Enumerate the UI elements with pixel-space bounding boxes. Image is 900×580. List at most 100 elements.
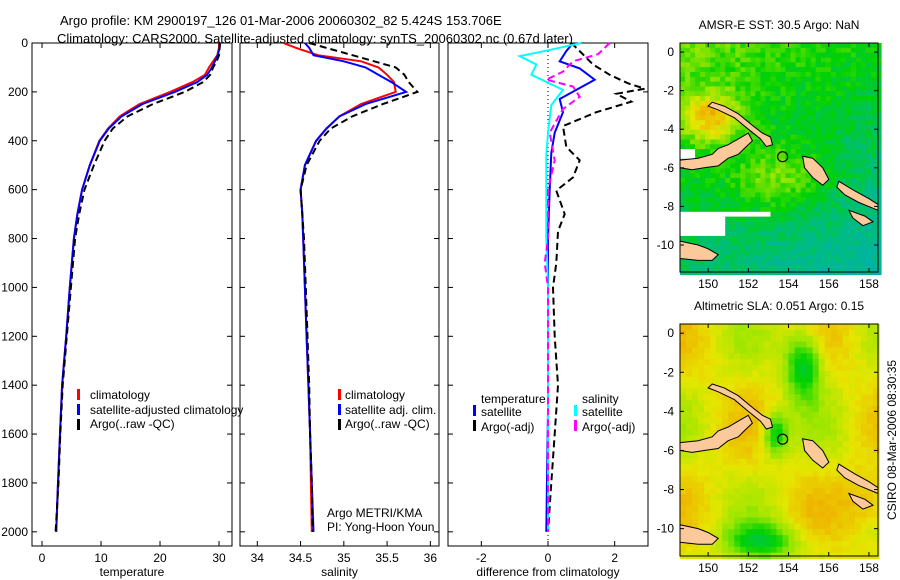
map-cell <box>755 52 761 58</box>
map-cell <box>865 226 872 232</box>
map-cell <box>760 255 766 261</box>
map-cell <box>850 182 857 189</box>
map-cell <box>705 211 711 218</box>
map-cell <box>782 546 790 554</box>
map-cell <box>876 158 882 165</box>
map-cell <box>815 158 822 165</box>
map-cell <box>735 173 741 179</box>
map-cell <box>725 139 731 145</box>
map-cell <box>842 529 850 536</box>
map-cell <box>680 347 687 354</box>
y-tick-label: -2 <box>663 365 674 379</box>
map-cell <box>716 464 723 472</box>
map-cell <box>850 163 857 169</box>
legend-label: satellite adj. clim. <box>345 403 436 417</box>
map-cell <box>765 163 771 169</box>
map-cell <box>750 139 756 145</box>
map-cell <box>840 211 847 218</box>
map-cell <box>800 207 807 213</box>
map-cell <box>800 81 807 87</box>
map-cell <box>785 221 792 227</box>
map-cell <box>866 488 874 495</box>
x-tick-label: 20 <box>153 551 167 565</box>
map-cell <box>685 100 691 107</box>
map-cell <box>785 67 792 73</box>
map-cell <box>818 499 826 507</box>
map-cell <box>775 182 782 189</box>
map-cell <box>800 324 808 331</box>
map-cell <box>752 335 759 343</box>
map-cell <box>824 359 832 366</box>
map-cell <box>800 394 808 401</box>
map-cell <box>770 192 777 198</box>
map-cell <box>755 158 761 165</box>
map-cell <box>855 144 862 150</box>
map-cell <box>782 406 790 413</box>
map-cell <box>776 482 784 489</box>
map-cell <box>810 178 817 184</box>
map-cell <box>795 149 802 155</box>
map-cell <box>825 144 832 150</box>
map-cell <box>794 499 802 507</box>
map-cell <box>752 365 759 372</box>
map-cell <box>685 52 691 58</box>
map-cell <box>715 207 721 213</box>
map-cell <box>710 341 717 349</box>
map-cell <box>845 81 852 87</box>
map-cell <box>836 453 844 460</box>
map-cell <box>740 231 746 237</box>
map-cell <box>680 153 686 160</box>
map-cell <box>820 264 827 271</box>
map-cell <box>770 86 777 92</box>
map-cell <box>725 129 731 136</box>
map-cell <box>842 365 850 372</box>
map-cell <box>866 376 874 384</box>
x-axis-label: difference from climatology <box>476 565 619 579</box>
map-cell <box>800 447 808 454</box>
map-cell <box>848 406 856 413</box>
map-cell <box>825 245 832 251</box>
map-cell <box>680 62 686 68</box>
map-cell <box>806 406 814 413</box>
map-cell <box>745 202 751 208</box>
map-cell <box>725 125 731 131</box>
map-cell <box>680 335 687 343</box>
map-cell <box>710 412 717 419</box>
map-cell <box>765 144 771 150</box>
map-cell <box>695 240 701 247</box>
map-cell <box>770 134 777 140</box>
map-cell <box>715 260 721 266</box>
map-cell <box>780 76 787 83</box>
map-cell <box>873 511 880 519</box>
map-cell <box>710 429 717 436</box>
map-cell <box>760 71 766 78</box>
map-cell <box>755 91 761 97</box>
map-cell <box>800 523 808 530</box>
map-cell <box>770 417 778 425</box>
map-cell <box>740 365 747 372</box>
map-cell <box>770 324 778 331</box>
map-cell <box>695 86 701 92</box>
map-cell <box>824 335 832 343</box>
map-cell <box>722 329 729 337</box>
map-cell <box>810 81 817 87</box>
map-cell <box>764 365 771 372</box>
map-cell <box>850 110 857 116</box>
map-cell <box>758 488 765 495</box>
map-cell <box>690 105 696 112</box>
map-cell <box>734 329 741 337</box>
map-cell <box>850 96 857 102</box>
map-cell <box>845 231 852 237</box>
map-cell <box>794 388 802 395</box>
map-cell <box>764 400 771 407</box>
map-cell <box>680 52 686 58</box>
map-cell <box>782 494 790 501</box>
map-cell <box>710 499 717 507</box>
map-cell <box>760 86 766 92</box>
map-cell <box>812 335 820 343</box>
map-cell <box>815 235 822 242</box>
map-cell <box>760 264 766 271</box>
map-cell <box>825 192 832 198</box>
map-cell <box>775 187 782 194</box>
map-cell <box>690 260 696 266</box>
